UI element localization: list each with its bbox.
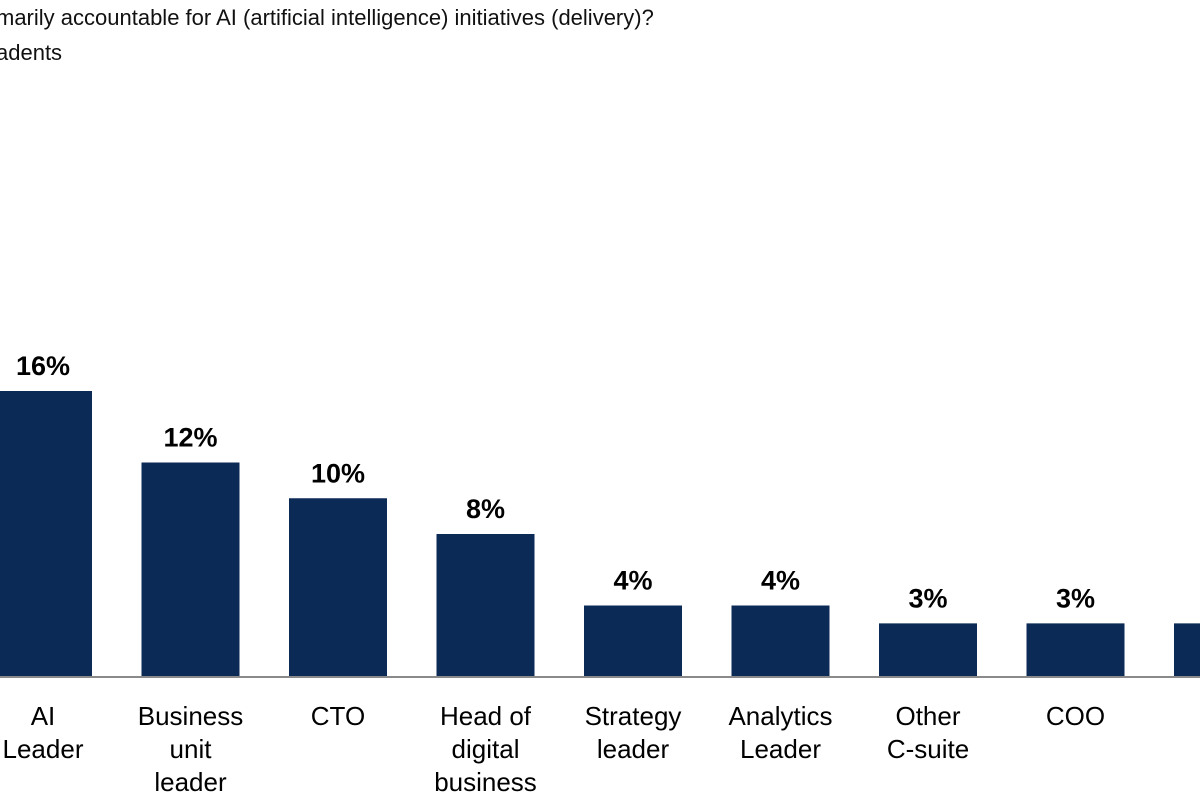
category-label: Business unit leader — [138, 701, 244, 797]
chart-subtitle: adents — [0, 40, 63, 65]
category-label: AI Leader — [3, 701, 84, 764]
bar — [141, 462, 240, 677]
bar-value-label: 8% — [466, 494, 505, 524]
bar-value-label: 16% — [16, 351, 70, 381]
category-label-line: Other — [895, 701, 960, 731]
category-label-line: Leader — [3, 734, 84, 764]
bar — [436, 534, 535, 677]
bar-value-label: 3% — [908, 583, 947, 613]
category-label-line: AI — [31, 701, 56, 731]
bars-group — [0, 391, 1200, 677]
category-label: Strategy leader — [585, 701, 682, 764]
bar — [1174, 623, 1200, 677]
bar — [289, 498, 387, 677]
category-label-line: C-suite — [887, 734, 969, 764]
category-label: CTO — [311, 701, 365, 731]
category-label: Head of digital business — [434, 701, 537, 797]
category-label-line: Business — [138, 701, 244, 731]
bar-value-label: 4% — [761, 566, 800, 596]
bar — [731, 605, 830, 677]
bar — [0, 391, 92, 677]
category-label-line: business — [434, 767, 537, 797]
chart-title: marily accountable for AI (artificial in… — [0, 5, 654, 30]
bar-value-label: 10% — [311, 458, 365, 488]
category-label-line: leader — [154, 767, 227, 797]
category-label-line: Analytics — [728, 701, 832, 731]
bar-value-label: 12% — [163, 423, 217, 453]
category-label-line: Strategy — [585, 701, 682, 731]
category-label: COO — [1046, 701, 1105, 731]
category-label-line: digital — [452, 734, 520, 764]
bar — [584, 605, 682, 677]
category-label: Analytics Leader — [728, 701, 832, 764]
category-label: Other C-suite — [887, 701, 969, 764]
bar-value-label: 4% — [613, 566, 652, 596]
category-label-line: Head of — [440, 701, 532, 731]
bar — [1026, 623, 1125, 677]
bar — [879, 623, 977, 677]
category-label-line: unit — [170, 734, 213, 764]
category-label-line: Leader — [740, 734, 821, 764]
category-label-line: leader — [597, 734, 670, 764]
bar-value-label: 3% — [1056, 583, 1095, 613]
value-labels-group: 16%12%10%8%4%4%3%3%3 — [16, 351, 1095, 613]
category-label-line: CTO — [311, 701, 365, 731]
category-label-line: COO — [1046, 701, 1105, 731]
